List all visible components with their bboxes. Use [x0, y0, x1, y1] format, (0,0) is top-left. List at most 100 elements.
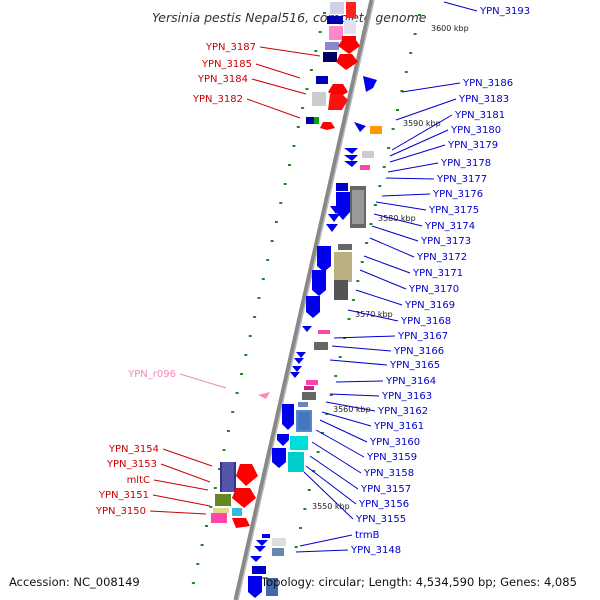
gene-label-ypn_3193: YPN_3193 [479, 6, 530, 17]
gc-dot [307, 489, 311, 491]
leader-line [329, 359, 388, 366]
leader-line [179, 373, 227, 389]
gc-dot [347, 318, 351, 320]
gene-label-ypn_3148: YPN_3148 [350, 545, 401, 556]
gene-label-ypn_3172: YPN_3172 [416, 252, 467, 263]
leader-line [162, 448, 213, 467]
leader-line [319, 419, 368, 443]
gc-dot [294, 546, 298, 548]
gc-dot [365, 242, 369, 244]
gc-track-left [191, 12, 326, 584]
gene-label-ypn_3178: YPN_3178 [440, 158, 491, 169]
leader-line [153, 479, 209, 491]
gene-label-ypn_3150: YPN_3150 [95, 506, 146, 517]
leader-line [401, 82, 461, 93]
gc-dot [274, 221, 278, 223]
leader-line [321, 411, 372, 427]
gc-dot [305, 88, 309, 90]
gc-dot [309, 69, 313, 71]
leader-line [309, 455, 359, 490]
leader-line [149, 510, 207, 515]
leader-line [303, 471, 354, 520]
gene-label-ypn_3159: YPN_3159 [366, 452, 417, 463]
gene-label-ypn_3161: YPN_3161 [373, 421, 424, 432]
gc-dot [244, 354, 248, 356]
kbp-tick-3600: 3600 kbp [431, 24, 469, 33]
gc-dot [360, 261, 364, 263]
leader-line [363, 255, 411, 274]
leader-line [389, 129, 449, 157]
gc-dot [373, 204, 377, 206]
gc-dot [334, 375, 338, 377]
leader-line [329, 393, 380, 397]
leader-line [246, 98, 301, 119]
leader-line [305, 465, 357, 505]
gc-dot [400, 90, 404, 92]
gene-label-ypn_3182: YPN_3182 [192, 94, 243, 105]
gene-label-ypn_3167: YPN_3167 [397, 331, 448, 342]
leader-line [347, 309, 399, 322]
gene-label-ypn_3155: YPN_3155 [355, 514, 406, 525]
kbp-tick-3550: 3550 kbp [312, 502, 350, 511]
gene-label-ypn_3175: YPN_3175 [428, 205, 479, 216]
gc-dot [270, 240, 274, 242]
leader-lines [149, 1, 478, 553]
gene-label-ypn_3156: YPN_3156 [358, 499, 409, 510]
gene-label-ypn_3169: YPN_3169 [404, 300, 455, 311]
gc-dot [292, 145, 296, 147]
gc-dot [318, 31, 322, 33]
gc-dot [338, 356, 342, 358]
plus-strand-features [248, 76, 382, 598]
gc-dot [325, 413, 329, 415]
leader-line [152, 494, 211, 507]
gc-dot [231, 411, 235, 413]
kbp-tick-3560: 3560 kbp [333, 405, 371, 414]
gc-dot [303, 508, 307, 510]
gc-dot [240, 373, 243, 375]
leader-line [325, 401, 376, 412]
gene-label-ypn_3183: YPN_3183 [458, 94, 509, 105]
gc-dot [312, 470, 316, 472]
gc-dot [413, 33, 417, 35]
gene-label-ypn_3166: YPN_3166 [393, 346, 444, 357]
leader-line [381, 193, 431, 197]
kbp-tick-3580: 3580 kbp [378, 214, 416, 223]
gene-label-ypn_3184: YPN_3184 [197, 74, 248, 85]
gc-dot [248, 335, 252, 337]
leader-line [373, 213, 423, 227]
gc-dot [205, 525, 208, 527]
kbp-tick-3590: 3590 kbp [403, 119, 441, 128]
gene-label-ypn_3180: YPN_3180 [450, 125, 501, 136]
gc-dot [409, 52, 413, 54]
gc-dot [369, 223, 373, 225]
leader-line [160, 463, 211, 483]
gene-label-ypn_3165: YPN_3165 [389, 360, 440, 371]
gc-dot [329, 394, 333, 396]
gene-label-ypn_3151: YPN_3151 [98, 490, 149, 501]
gc-dot [191, 582, 195, 584]
gene-label-ypn_3163: YPN_3163 [381, 391, 432, 402]
accession-text: Accession: NC_008149 [9, 575, 140, 589]
gc-dot [283, 183, 287, 185]
gc-dot [222, 449, 226, 451]
kbp-tick-3570: 3570 kbp [355, 310, 393, 319]
leader-line [387, 162, 439, 173]
gene-label-trmb: trmB [355, 530, 380, 541]
gc-dot [209, 506, 213, 508]
gene-label-ypn_3179: YPN_3179 [447, 140, 498, 151]
leader-line [391, 114, 453, 151]
leader-line [359, 269, 407, 290]
gc-dot [396, 109, 399, 111]
gc-dot [296, 126, 300, 128]
leader-line [331, 345, 392, 352]
map-title: Yersinia pestis Nepal516, complete genom… [152, 10, 427, 25]
gene-label-ypn_3181: YPN_3181 [454, 110, 505, 121]
gc-dot [382, 166, 386, 168]
gc-dot [387, 147, 391, 149]
leader-line [295, 549, 349, 553]
labels-plus-strand: YPN_3193 YPN_3186 YPN_3183 YPN_3181 YPN_3180… [350, 6, 530, 556]
gc-dot [257, 297, 261, 299]
gene-label-ypn_3154: YPN_3154 [108, 444, 159, 455]
gc-dot [218, 468, 222, 470]
